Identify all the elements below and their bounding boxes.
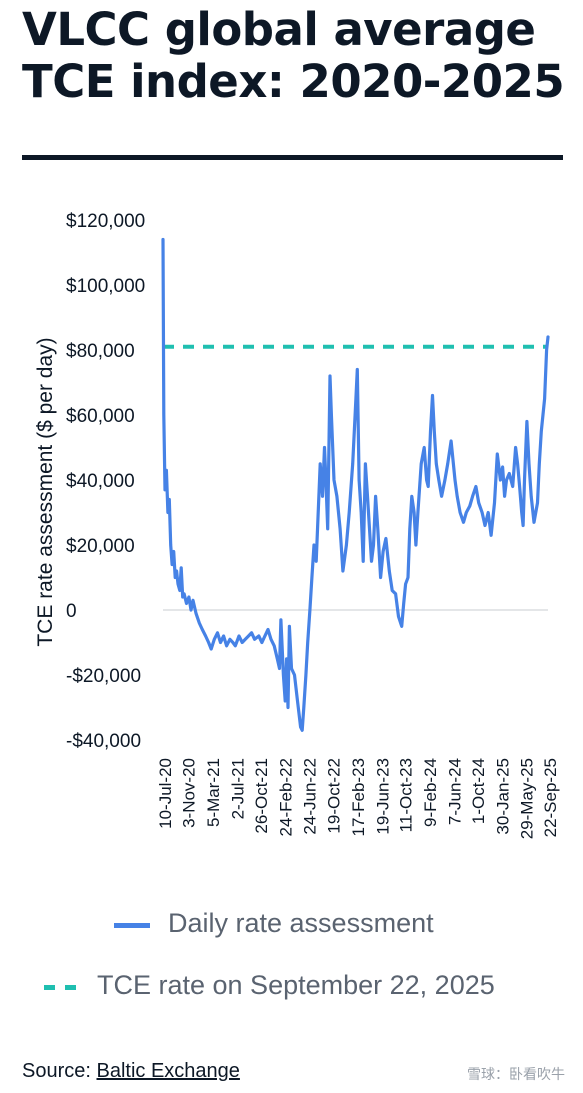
x-tick-label: 7-Jun-24 [445, 758, 464, 825]
y-axis-label: TCE rate assessment ($ per day) [34, 337, 57, 646]
x-tick-label: 26-Oct-21 [252, 758, 271, 834]
x-tick-label: 19-Jun-23 [374, 758, 393, 835]
y-tick-label: $80,000 [66, 341, 135, 362]
title-line-1: VLCC global average [22, 3, 536, 56]
x-tick-label: 22-Sep-25 [541, 758, 560, 837]
x-tick-label: 17-Feb-23 [349, 758, 368, 836]
x-tick-label: 9-Feb-24 [421, 758, 440, 827]
x-tick-label: 11-Oct-23 [397, 758, 416, 832]
y-tick-label: -$20,000 [66, 666, 141, 687]
y-tick-label: -$40,000 [66, 731, 141, 752]
x-tick-label: 10-Jul-20 [156, 758, 175, 829]
y-tick-label: $20,000 [66, 536, 135, 557]
x-tick-label: 24-Feb-22 [276, 758, 295, 836]
watermark: 雪球：卧看吹牛 [467, 1066, 565, 1082]
legend-label-tce-rate: TCE rate on September 22, 2025 [97, 970, 495, 1000]
legend-swatch-solid [114, 923, 150, 928]
x-tick-label: 5-Mar-21 [204, 758, 223, 827]
series-line-daily-rate [161, 237, 550, 732]
x-tick-label: 3-Nov-20 [180, 758, 199, 828]
page-title: VLCC global average TCE index: 2020-2025 [22, 4, 567, 108]
source-note: Source: Baltic Exchange [22, 1060, 240, 1083]
legend-item-tce-rate: TCE rate on September 22, 2025 [0, 968, 583, 1008]
legend-label-daily-rate: Daily rate assessment [168, 908, 434, 938]
legend-swatch-dashed [44, 985, 80, 990]
y-tick-label: $40,000 [66, 471, 135, 492]
y-tick-label: 0 [66, 601, 77, 622]
y-tick-label: $60,000 [66, 406, 135, 427]
title-line-2: TCE index: 2020-2025 [22, 55, 565, 108]
x-tick-label: 29-May-25 [517, 758, 536, 839]
x-tick-label: 19-Oct-22 [324, 758, 343, 834]
source-label: Source: [22, 1060, 91, 1082]
tce-line-chart: TCE rate assessment ($ per day) $120,000 $… [34, 211, 560, 839]
x-tick-label: 24-Jun-22 [301, 758, 320, 835]
title-divider [22, 155, 563, 160]
x-tick-label: 2-Jul-21 [228, 758, 247, 819]
x-tick-label: 1-Oct-24 [469, 758, 488, 824]
y-tick-label: $100,000 [66, 276, 145, 297]
legend-item-daily-rate: Daily rate assessment [0, 906, 583, 946]
source-link[interactable]: Baltic Exchange [96, 1060, 240, 1082]
y-tick-label: $120,000 [66, 211, 145, 232]
x-tick-label: 30-Jan-25 [493, 758, 512, 835]
